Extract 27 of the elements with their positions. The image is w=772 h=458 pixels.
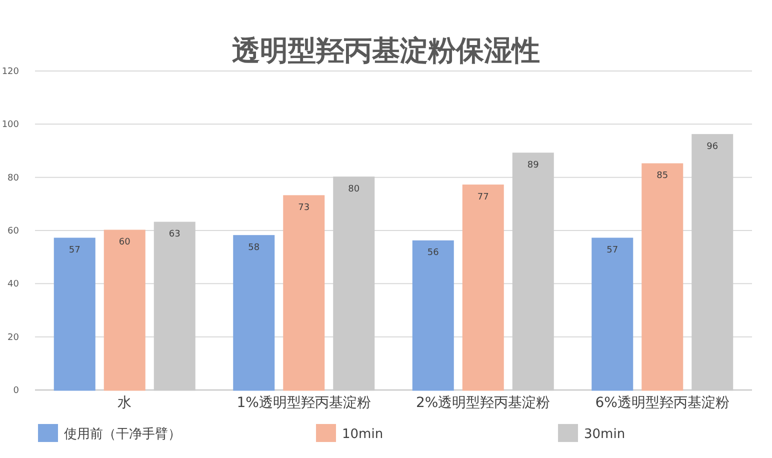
data-label: 85 [656, 171, 668, 182]
legend-label: 10min [342, 427, 384, 442]
y-tick-label: 40 [8, 280, 20, 290]
legend-label: 使用前（干净手臂） [64, 426, 181, 442]
y-tick-label: 0 [13, 386, 20, 396]
data-label: 57 [68, 245, 80, 256]
x-tick-label: 2%透明型羟丙基淀粉 [416, 395, 550, 411]
y-tick-label: 120 [2, 67, 20, 77]
data-label: 58 [248, 242, 260, 253]
x-tick-label: 6%透明型羟丙基淀粉 [595, 395, 730, 411]
data-label: 60 [118, 238, 131, 248]
data-label: 57 [606, 245, 618, 256]
x-tick-label: 水 [118, 395, 132, 411]
y-tick-label: 80 [8, 173, 20, 184]
y-tick-label: 100 [2, 120, 20, 130]
data-label: 89 [527, 160, 540, 170]
data-label: 63 [168, 230, 180, 240]
data-label: 56 [427, 248, 440, 258]
y-tick-label: 60 [8, 226, 20, 236]
data-label: 77 [477, 192, 489, 202]
y-tick-label: 20 [8, 332, 20, 343]
data-label: 80 [348, 184, 360, 194]
legend-label: 30min [584, 427, 626, 442]
chart-title: 透明型羟丙基淀粉保湿性 [232, 34, 540, 67]
data-label: 73 [298, 202, 310, 213]
x-tick-label: 1%透明型羟丙基淀粉 [236, 395, 371, 411]
data-label: 96 [706, 142, 718, 152]
